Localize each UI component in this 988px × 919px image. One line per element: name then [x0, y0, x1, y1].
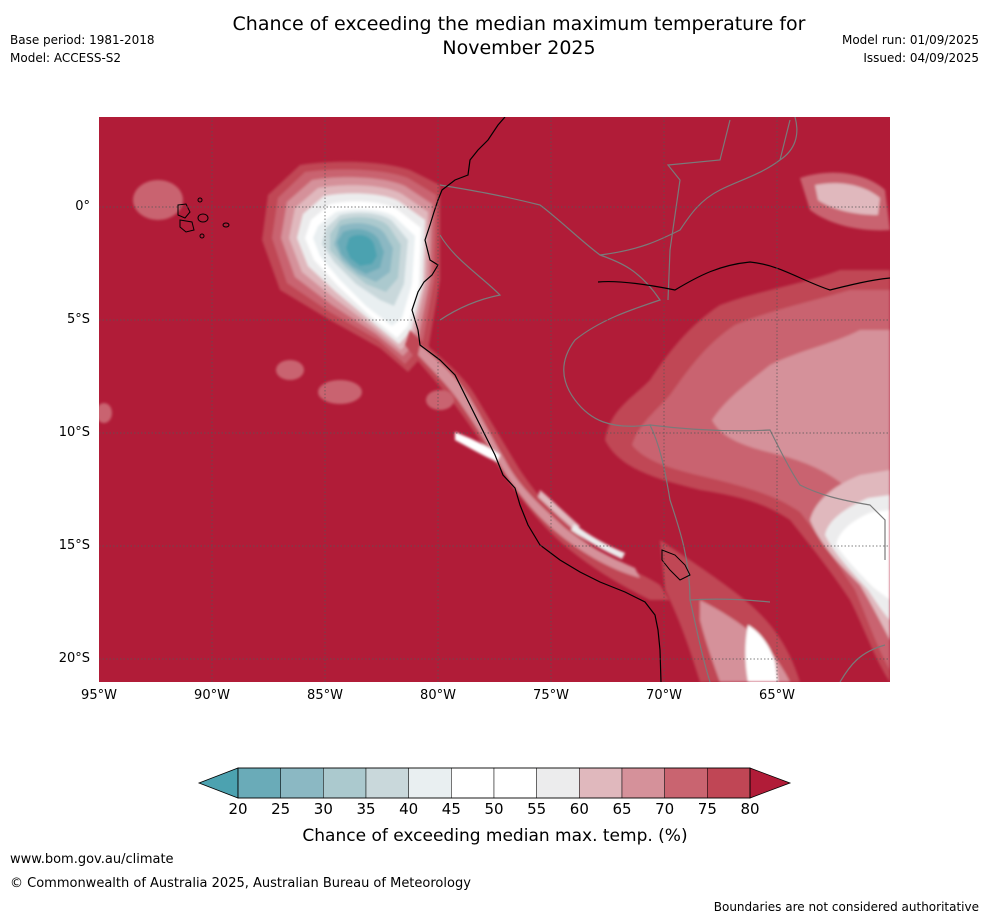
probability-field	[99, 117, 890, 682]
model-name-text: Model: ACCESS-S2	[10, 51, 122, 65]
galapagos-islands	[177, 197, 230, 239]
colorbar-cell	[579, 767, 623, 799]
colorbar-tick-label: 80	[740, 800, 760, 818]
colorbar-cell	[536, 767, 580, 799]
lake-titicaca	[661, 549, 691, 581]
colorbar-cell	[280, 767, 324, 799]
colorbar-frame	[237, 767, 751, 799]
colorbar-low-extend	[197, 767, 239, 799]
lat-label-5s: 5°S	[66, 312, 90, 327]
colorbar-cell	[408, 767, 452, 799]
colorbar-tick-label: 25	[271, 800, 291, 818]
lon-label-90w: 90°W	[194, 688, 230, 703]
title-line-1: Chance of exceeding the median maximum t…	[232, 13, 806, 35]
website-text: www.bom.gov.au/climate	[10, 852, 174, 867]
colorbar-tick-label: 50	[484, 800, 504, 818]
colorbar-cells	[237, 767, 751, 799]
lon-label-75w: 75°W	[533, 688, 569, 703]
colorbar	[197, 767, 792, 799]
lat-label-15s: 15°S	[58, 538, 90, 553]
colorbar-tick-label: 55	[527, 800, 547, 818]
copyright-text: © Commonwealth of Australia 2025, Austra…	[10, 876, 471, 891]
page-title: Chance of exceeding the median maximum t…	[194, 12, 844, 60]
interior-anomaly	[605, 172, 890, 682]
base-period-text: Base period: 1981-2018	[10, 33, 155, 47]
coastal-ribbon	[99, 180, 670, 600]
disclaimer-text: Boundaries are not considered authoritat…	[713, 900, 979, 914]
colorbar-tick-label: 65	[612, 800, 632, 818]
colorbar-tick-label: 35	[356, 800, 376, 818]
lon-label-85w: 85°W	[307, 688, 343, 703]
lon-label-80w: 80°W	[420, 688, 456, 703]
graticule	[99, 117, 890, 682]
issued-date-text: Issued: 04/09/2025	[863, 51, 979, 65]
colorbar-cell	[621, 767, 665, 799]
coastline	[411, 117, 890, 682]
colorbar-tick-label: 75	[697, 800, 717, 818]
colorbar-label: Chance of exceeding median max. temp. (%…	[302, 826, 688, 846]
coastal-anomaly	[262, 161, 440, 372]
colorbar-tick-label: 40	[399, 800, 419, 818]
colorbar-tick-label: 70	[655, 800, 675, 818]
lon-label-95w: 95°W	[81, 688, 117, 703]
colorbar-high-extend	[749, 767, 792, 799]
lat-label-0: 0°	[75, 199, 90, 214]
lon-label-65w: 65°W	[759, 688, 795, 703]
colorbar-tick-label: 60	[569, 800, 589, 818]
colorbar-cell	[237, 767, 281, 799]
colorbar-cell	[707, 767, 751, 799]
colorbar-cell	[493, 767, 537, 799]
colorbar-cell	[365, 767, 409, 799]
colorbar-tick-label: 45	[441, 800, 461, 818]
lat-label-10s: 10°S	[58, 425, 90, 440]
title-line-2: November 2025	[442, 37, 596, 59]
colorbar-tick-label: 30	[313, 800, 333, 818]
colorbar-cell	[451, 767, 495, 799]
colorbar-tick-label: 20	[228, 800, 248, 818]
lat-label-20s: 20°S	[58, 651, 90, 666]
lon-label-70w: 70°W	[646, 688, 682, 703]
colorbar-cell	[664, 767, 708, 799]
country-borders	[439, 117, 886, 682]
model-run-text: Model run: 01/09/2025	[841, 33, 979, 47]
colorbar-cell	[323, 767, 367, 799]
